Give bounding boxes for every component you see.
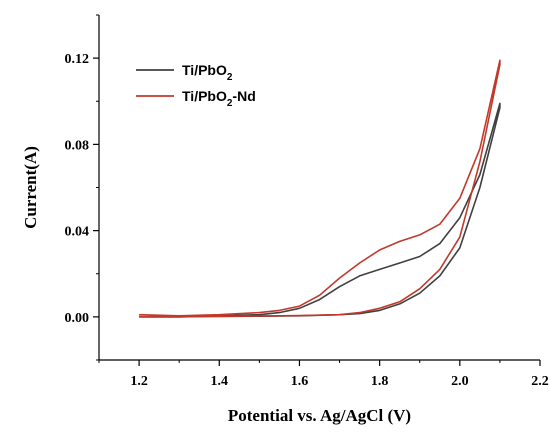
y-axis-title: Current(A) — [21, 146, 40, 229]
x-tick-label: 1.4 — [211, 374, 229, 389]
y-tick-label: 0.12 — [65, 52, 90, 67]
legend-label: Ti/PbO2-Nd — [182, 88, 256, 109]
x-ticks: 1.2 1.4 1.6 1.8 2.0 2.2 — [98, 360, 549, 389]
x-axis-title: Potential vs. Ag/AgCl (V) — [228, 406, 411, 425]
y-tick-label: 0.00 — [65, 311, 90, 326]
x-tick-label: 1.8 — [371, 374, 389, 389]
series-line-ti-pbo2 — [139, 102, 501, 318]
legend-label-main: Ti/PbO — [182, 88, 227, 104]
y-tick-label: 0.04 — [65, 225, 90, 240]
legend-label: Ti/PbO2 — [182, 62, 233, 83]
y-tick-label: 0.08 — [65, 138, 90, 153]
x-tick-label: 2.0 — [451, 374, 469, 389]
legend-label-subscript: 2 — [227, 98, 233, 109]
x-tick-label: 1.2 — [130, 374, 148, 389]
x-tick-label: 2.2 — [531, 374, 549, 389]
series-line-ti-pbo2-nd — [139, 59, 501, 318]
series-layer — [139, 59, 501, 318]
y-ticks: 0.00 0.04 0.08 0.12 — [65, 14, 99, 361]
legend-label-suffix: -Nd — [232, 88, 255, 104]
legend-label-main: Ti/PbO — [182, 62, 227, 78]
x-tick-label: 1.6 — [291, 374, 309, 389]
legend-label-subscript: 2 — [227, 72, 233, 83]
